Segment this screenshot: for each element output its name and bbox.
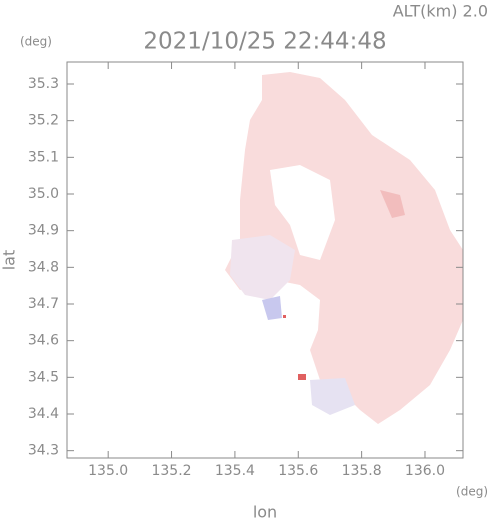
x-unit: (deg)	[456, 485, 488, 499]
y-tick-label: 35.1	[28, 149, 59, 165]
y-tick-label: 35.0	[28, 186, 59, 202]
x-tick-label: 135.0	[88, 463, 128, 479]
x-tick-label: 136.0	[405, 463, 445, 479]
no-echo-area	[270, 165, 335, 260]
radar-field	[225, 72, 463, 424]
y-tick-label: 34.8	[28, 259, 59, 275]
chart-title: 2021/10/25 22:44:48	[143, 29, 386, 55]
echo-area	[310, 378, 355, 415]
echo-area	[230, 235, 295, 300]
y-tick-label: 35.2	[28, 113, 59, 129]
y-unit: (deg)	[20, 35, 52, 49]
echo-cell	[298, 374, 306, 380]
y-tick-label: 34.7	[28, 296, 59, 312]
x-tick-label: 135.2	[151, 463, 191, 479]
echo-area	[225, 72, 463, 424]
y-tick-label: 34.4	[28, 406, 59, 422]
echo-area	[262, 296, 282, 320]
y-tick-label: 34.3	[28, 443, 59, 459]
x-tick-label: 135.6	[278, 463, 318, 479]
x-axis-label: lon	[253, 503, 277, 522]
y-axis-label: lat	[0, 250, 19, 271]
y-tick-label: 34.6	[28, 333, 59, 349]
plot-frame	[66, 61, 464, 459]
echo-area	[380, 190, 405, 218]
y-tick-label: 35.3	[28, 76, 59, 92]
y-tick-label: 34.5	[28, 369, 59, 385]
echo-cell	[283, 315, 286, 318]
x-tick-label: 135.4	[215, 463, 255, 479]
y-tick-label: 34.9	[28, 223, 59, 239]
x-tick-label: 135.8	[342, 463, 382, 479]
altitude-label: ALT(km) 2.0	[393, 2, 488, 21]
